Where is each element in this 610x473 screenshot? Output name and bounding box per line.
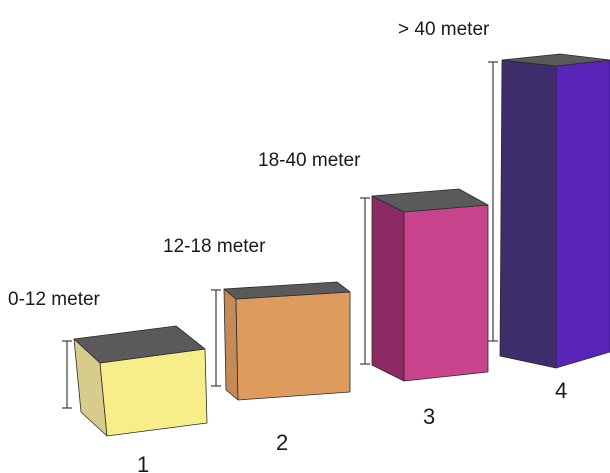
block-4-front-face <box>555 59 610 369</box>
block-2-front-face <box>235 291 351 401</box>
block-3-front-face <box>403 204 489 382</box>
block-4-side-face <box>499 59 557 369</box>
block-2-range-label: 12-18 meter <box>163 236 266 257</box>
block-2: 12-18 meter 2 <box>163 236 351 455</box>
block-3: 18-40 meter 3 <box>258 150 489 429</box>
block-3-side-face <box>371 195 405 382</box>
block-4-range-label: > 40 meter <box>398 19 490 40</box>
block-1-range-label: 0-12 meter <box>8 289 101 310</box>
block-2-top-face <box>223 281 351 300</box>
block-3-top-face <box>371 188 489 213</box>
block-3-index-label: 3 <box>423 404 435 429</box>
block-4-index-label: 4 <box>555 378 567 403</box>
block-4-top-face <box>501 53 610 67</box>
block-3-range-label: 18-40 meter <box>258 150 361 171</box>
block-4: > 40 meter 4 <box>398 19 610 403</box>
block-1-index-label: 1 <box>137 452 149 473</box>
block-1-front-face <box>99 348 208 437</box>
block-1: 0-12 meter 1 <box>8 289 208 473</box>
block-1-top-face <box>73 325 206 364</box>
block-2-index-label: 2 <box>276 430 288 455</box>
